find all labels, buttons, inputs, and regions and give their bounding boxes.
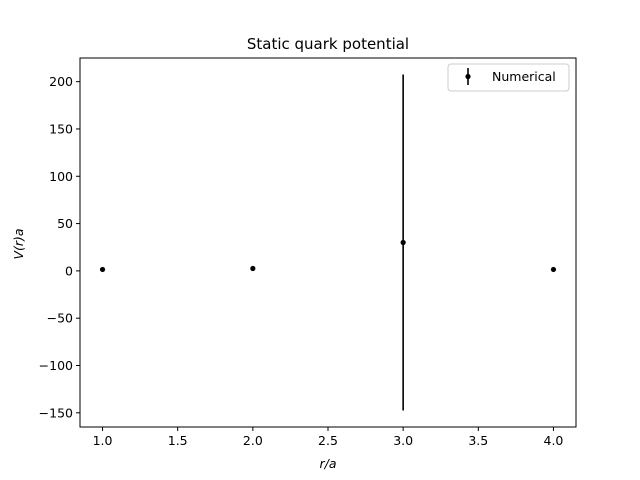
y-tick-label: 50 bbox=[57, 216, 73, 231]
data-point bbox=[400, 239, 406, 246]
x-tick-label: 3.0 bbox=[393, 433, 413, 448]
legend-box bbox=[447, 63, 570, 92]
legend: Numerical bbox=[447, 63, 570, 92]
x-tick-label: 1.5 bbox=[168, 433, 188, 448]
legend-entry-numerical: Numerical bbox=[492, 69, 556, 84]
y-tick-label: 200 bbox=[49, 74, 73, 89]
x-tick-label: 2.0 bbox=[243, 433, 263, 448]
y-tick-label: 100 bbox=[49, 169, 73, 184]
axes-frame bbox=[79, 57, 577, 428]
data-point bbox=[250, 265, 256, 272]
data-point bbox=[550, 266, 557, 273]
plot-area: 1.0 1.5 2.0 2.5 3.0 3.5 4.0 −150 −100 −50 0 50 100 15… bbox=[39, 57, 577, 448]
legend-marker-icon bbox=[465, 73, 471, 80]
x-axis-title: r/a bbox=[319, 456, 336, 471]
y-tick-label: −50 bbox=[47, 311, 73, 326]
y-axis-title: V(r)a bbox=[11, 228, 26, 259]
x-tick-label: 1.0 bbox=[93, 433, 113, 448]
chart-title: Static quark potential bbox=[247, 35, 409, 53]
data-point bbox=[99, 266, 106, 273]
x-tick-label: 2.5 bbox=[318, 433, 338, 448]
x-tick-label: 4.0 bbox=[544, 433, 564, 448]
y-tick-label: 0 bbox=[65, 263, 73, 278]
x-tick-label: 3.5 bbox=[468, 433, 488, 448]
y-tick-label: 150 bbox=[49, 121, 73, 136]
y-tick-label: −150 bbox=[39, 405, 73, 420]
y-tick-label: −100 bbox=[39, 358, 73, 373]
